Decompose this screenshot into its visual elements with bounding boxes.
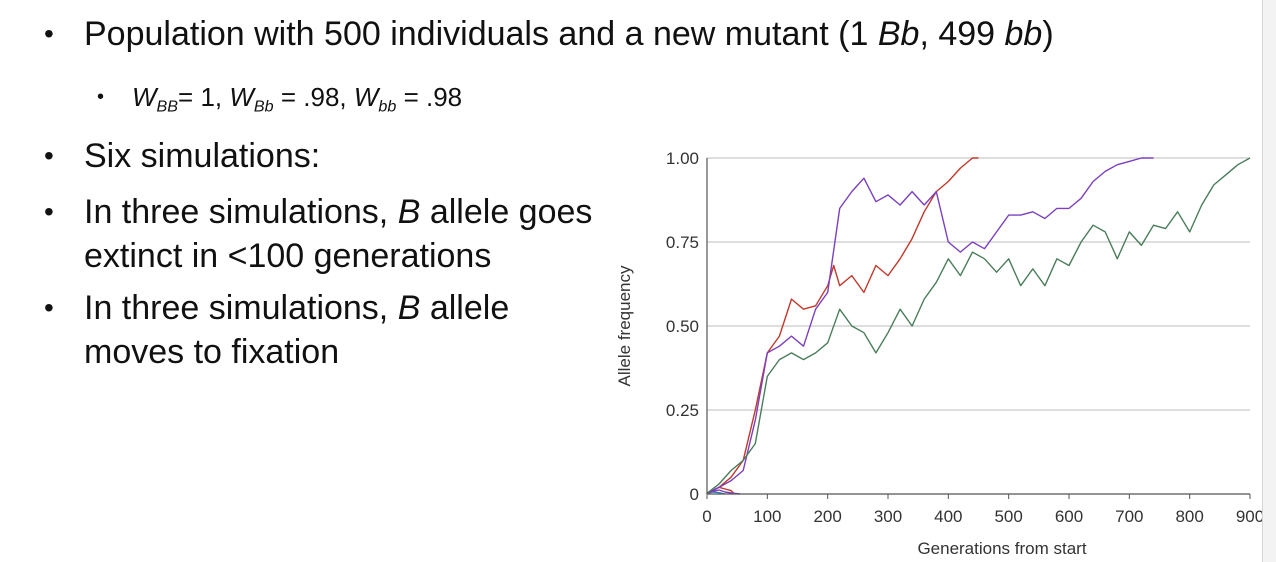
series-line xyxy=(706,489,741,495)
series-line xyxy=(706,157,1251,494)
bullet-marker: • xyxy=(44,140,54,171)
bullet-text: Population with 500 individuals and a ne… xyxy=(84,15,1054,53)
bullet-text: Six simulations: xyxy=(84,137,321,175)
x-tick-label: 0 xyxy=(702,507,711,526)
bullet-marker: • xyxy=(44,18,54,49)
bullet-text: In three simulations, B allele moves to f… xyxy=(84,289,510,371)
y-tick-label: 0.25 xyxy=(666,401,699,420)
x-tick-label: 800 xyxy=(1175,507,1203,526)
y-axis-label: Allele frequency xyxy=(615,265,634,386)
y-tick-label: 0.50 xyxy=(666,317,699,336)
bullet-text: In three simulations, B allele goes extin… xyxy=(84,193,593,275)
x-tick-label: 100 xyxy=(753,507,781,526)
x-tick-labels: 0 100 200 300 400 500 600 700 800 900 xyxy=(702,507,1264,526)
x-tick-label: 500 xyxy=(994,507,1022,526)
x-tick-label: 700 xyxy=(1115,507,1143,526)
x-axis-label: Generations from start xyxy=(917,539,1086,558)
series-line xyxy=(706,157,1154,494)
allele-frequency-chart: 0 0.25 0.50 0.75 1.00 0 100 200 300 400 500 600 700… xyxy=(615,149,1264,558)
axes xyxy=(706,158,1251,499)
scrollbar[interactable] xyxy=(1262,0,1276,562)
y-tick-labels: 0 0.25 0.50 0.75 1.00 xyxy=(666,149,699,504)
x-tick-label: 300 xyxy=(874,507,902,526)
y-tick-label: 1.00 xyxy=(666,149,699,168)
y-tick-label: 0.75 xyxy=(666,233,699,252)
bullet-marker: • xyxy=(44,292,54,323)
x-tick-label: 600 xyxy=(1055,507,1083,526)
gridlines xyxy=(707,157,1250,411)
bullet-marker: • xyxy=(44,196,54,227)
x-tick-label: 200 xyxy=(813,507,841,526)
x-tick-label: 900 xyxy=(1236,507,1264,526)
series-lines xyxy=(706,157,1251,495)
x-tick-label: 400 xyxy=(934,507,962,526)
y-tick-label: 0 xyxy=(690,485,699,504)
bullet-marker: • xyxy=(97,86,105,108)
fitness-values: WBB= 1, WBb = .98, Wbb = .98 xyxy=(132,82,463,116)
